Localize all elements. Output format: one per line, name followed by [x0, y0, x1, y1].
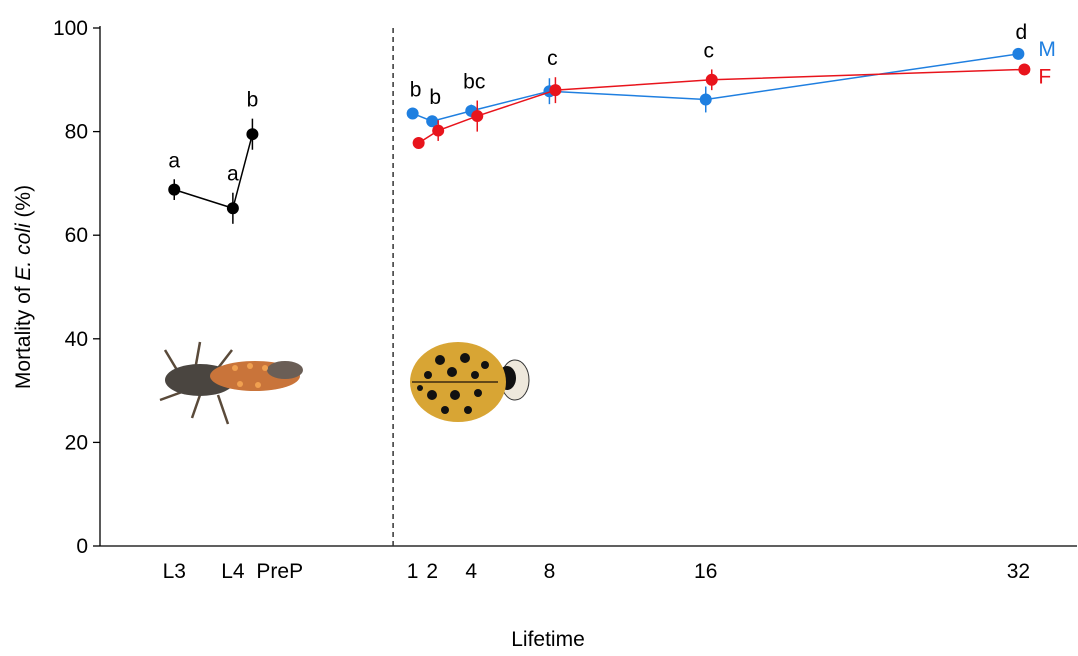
data-point — [406, 107, 419, 120]
data-point — [246, 128, 259, 141]
significance-letter: b — [410, 78, 422, 101]
x-tick-label: 8 — [544, 560, 556, 583]
data-point — [412, 136, 425, 149]
data-point — [426, 115, 439, 128]
significance-letter: c — [703, 39, 714, 62]
data-point — [1012, 47, 1025, 60]
x-tick-label: PreP — [256, 560, 303, 583]
series-line — [418, 68, 1025, 144]
ladybug-image — [410, 342, 530, 422]
y-tick-label: 0 — [76, 535, 88, 558]
larva-image — [159, 341, 303, 425]
x-tick-label: 1 — [407, 560, 419, 583]
y-tick-label: 20 — [65, 431, 88, 454]
data-point — [705, 73, 718, 86]
significance-letter: a — [168, 149, 180, 172]
y-label-part: (%) — [12, 185, 35, 224]
data-point — [471, 110, 484, 123]
y-tick-label: 40 — [65, 328, 88, 351]
data-point — [168, 183, 181, 196]
series-label: M — [1038, 38, 1056, 61]
significance-letter: b — [429, 86, 441, 109]
significance-letter: d — [1016, 21, 1028, 44]
x-tick-label: L4 — [221, 560, 245, 583]
y-label-part: E. coli — [12, 222, 35, 281]
x-tick-label: 2 — [426, 560, 438, 583]
significance-letter: b — [247, 89, 259, 112]
data-point — [699, 93, 712, 106]
significance-letter: a — [227, 163, 239, 186]
x-tick-label: 32 — [1007, 560, 1030, 583]
x-tick-label: L3 — [163, 560, 186, 583]
significance-letter: c — [547, 47, 558, 70]
series-label: F — [1038, 65, 1051, 88]
data-point — [549, 84, 562, 97]
data-point — [226, 202, 239, 215]
y-label-part: Mortality of — [12, 281, 35, 390]
x-tick-label: 16 — [694, 560, 717, 583]
data-point — [1018, 63, 1031, 76]
series-line — [174, 133, 254, 210]
x-axis-label: Lifetime — [511, 628, 585, 651]
data-point — [432, 124, 445, 137]
significance-letter: bc — [463, 71, 485, 94]
y-tick-label: 100 — [53, 17, 88, 40]
x-tick-label: 4 — [465, 560, 477, 583]
series-line — [412, 53, 1019, 123]
y-axis-label: Mortality of E. coli (%) — [12, 185, 35, 389]
y-tick-label: 80 — [65, 121, 88, 144]
y-tick-label: 60 — [65, 224, 88, 247]
